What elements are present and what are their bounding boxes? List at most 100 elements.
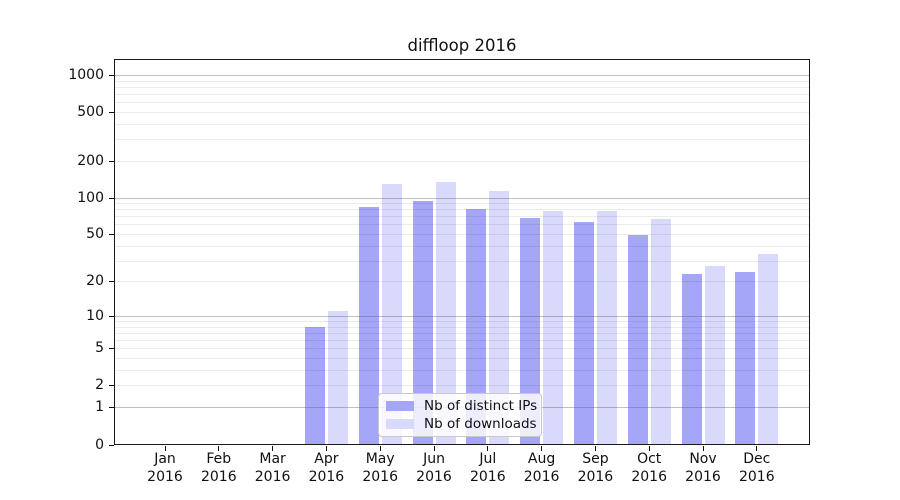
gridline-minor	[115, 86, 809, 88]
bar-distinct-ips-nov	[681, 274, 702, 445]
bar-distinct-ips-jun	[412, 201, 433, 445]
y-axis-tick-label: 200	[77, 152, 104, 169]
y-axis-tick	[109, 197, 114, 199]
y-axis-tick-label: 2	[95, 377, 104, 394]
x-axis-tick	[487, 446, 489, 451]
gridline-major	[115, 315, 809, 317]
y-axis-tick	[109, 281, 114, 283]
bar-distinct-ips-may	[358, 206, 379, 445]
gridline-minor	[115, 348, 809, 350]
bar-distinct-ips-dec	[735, 272, 756, 445]
y-axis-tick	[109, 348, 114, 350]
y-axis-tick	[109, 444, 114, 446]
bar-downloads-jun	[435, 182, 456, 445]
y-axis-tick-label: 10	[86, 307, 104, 324]
y-axis-tick	[109, 234, 114, 235]
y-axis-tick-label: 100	[77, 189, 104, 206]
y-axis-tick-label: 20	[86, 273, 104, 290]
x-axis-tick	[164, 446, 166, 451]
gridline-minor	[115, 111, 809, 113]
bar-downloads-may	[381, 183, 402, 445]
x-axis-tick	[756, 446, 758, 451]
bar-distinct-ips-sep	[573, 221, 594, 445]
bar-downloads-dec	[758, 254, 779, 445]
x-axis-tick-label: Jul 2016	[469, 451, 506, 485]
x-axis-tick-label: May 2016	[362, 451, 398, 485]
legend-label: Nb of downloads	[424, 416, 537, 432]
gridline-minor	[115, 139, 809, 141]
gridline-major	[115, 197, 809, 199]
gridline-minor	[115, 234, 809, 235]
bar-downloads-nov	[704, 266, 725, 445]
x-axis-tick-label: Aug 2016	[523, 451, 560, 485]
gridline-minor	[115, 321, 809, 322]
y-axis-tick-label: 1	[95, 399, 104, 415]
x-axis-tick-label: Dec 2016	[738, 451, 775, 485]
bar-downloads-jul	[489, 191, 510, 445]
x-axis-tick-label: Jan 2016	[147, 451, 183, 485]
x-axis-tick-label: Jun 2016	[416, 451, 452, 485]
legend-entry: Nb of distinct IPs	[386, 398, 541, 415]
gridline-minor	[115, 209, 809, 211]
y-axis-tick	[109, 315, 114, 317]
bar-distinct-ips-oct	[627, 235, 648, 445]
y-axis-tick	[109, 385, 114, 387]
y-axis-tick-label: 50	[86, 226, 104, 242]
gridline-minor	[115, 326, 809, 328]
x-axis-tick	[379, 446, 381, 451]
x-axis-tick	[325, 446, 327, 451]
y-axis-tick	[109, 74, 114, 76]
bar-distinct-ips-jul	[466, 209, 487, 445]
legend-swatch-distinct-ips	[386, 401, 414, 411]
gridline-minor	[115, 94, 809, 95]
gridline-minor	[115, 160, 809, 162]
bar-downloads-sep	[596, 211, 617, 445]
bar-distinct-ips-aug	[520, 217, 541, 445]
y-axis-tick-label: 0	[95, 436, 104, 453]
gridline-minor	[115, 358, 809, 359]
gridline-minor	[115, 102, 809, 104]
gridline-minor	[115, 281, 809, 283]
bar-distinct-ips-apr	[304, 326, 325, 445]
x-axis-tick-label: Apr 2016	[308, 451, 345, 485]
x-axis-tick-label: Mar 2016	[254, 451, 291, 485]
x-axis-tick-label: Oct 2016	[631, 451, 667, 485]
bar-downloads-apr	[327, 311, 348, 445]
gridline-minor	[115, 340, 809, 342]
x-axis-tick	[702, 446, 704, 451]
x-axis-tick-label: Nov 2016	[685, 451, 721, 485]
x-axis-tick	[433, 446, 435, 451]
x-axis-tick	[272, 446, 274, 451]
legend-label: Nb of distinct IPs	[424, 398, 538, 414]
bar-downloads-aug	[543, 210, 564, 445]
gridline-major	[115, 74, 809, 76]
y-axis-tick-label: 5	[95, 340, 104, 357]
gridline-minor	[115, 203, 809, 204]
legend-swatch-downloads	[386, 419, 414, 429]
gridline-minor	[115, 224, 809, 226]
chart-title: diffloop 2016	[407, 36, 517, 55]
x-axis-tick	[594, 446, 596, 451]
gridline-minor	[115, 245, 809, 247]
x-axis-tick	[648, 446, 650, 451]
bar-downloads-oct	[650, 219, 671, 445]
y-axis-tick-label: 1000	[68, 66, 104, 83]
gridline-minor	[115, 80, 809, 82]
x-axis-tick	[218, 446, 220, 451]
x-axis-tick-label: Feb 2016	[200, 451, 237, 485]
y-axis-tick-label: 500	[77, 103, 104, 120]
gridline-minor	[115, 216, 809, 218]
legend: Nb of distinct IPs Nb of downloads	[378, 393, 542, 437]
legend-entry: Nb of downloads	[386, 416, 541, 433]
x-axis-tick-label: Sep 2016	[577, 451, 614, 485]
y-axis-tick	[109, 160, 114, 162]
gridline-minor	[115, 385, 809, 387]
gridline-minor	[115, 123, 809, 125]
gridline-minor	[115, 332, 809, 334]
y-axis-tick	[109, 407, 114, 408]
y-axis-tick	[109, 111, 114, 113]
gridline-minor	[115, 369, 809, 371]
x-axis-tick	[541, 446, 543, 451]
gridline-minor	[115, 260, 809, 262]
